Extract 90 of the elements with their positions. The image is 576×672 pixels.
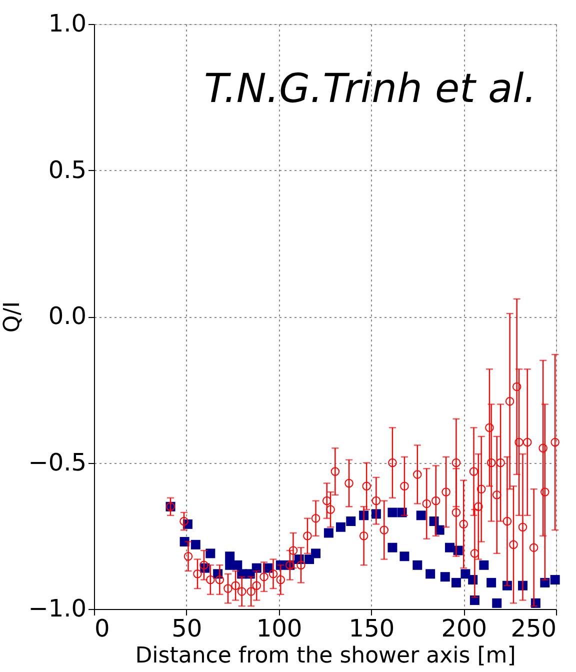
point — [346, 516, 356, 526]
point — [550, 575, 560, 584]
point — [193, 570, 202, 578]
x-tick-label: 200 — [441, 614, 488, 642]
point — [470, 549, 480, 558]
point — [460, 569, 470, 579]
y-tick-label: 0.0 — [48, 302, 86, 330]
point — [492, 490, 502, 500]
point — [215, 575, 224, 584]
point — [469, 467, 478, 476]
point — [184, 552, 193, 561]
point — [479, 560, 489, 570]
point — [362, 482, 371, 491]
point — [322, 496, 332, 506]
point — [486, 458, 496, 468]
point — [206, 575, 215, 584]
point — [550, 438, 560, 447]
point — [442, 488, 450, 496]
point — [311, 514, 320, 523]
point — [326, 505, 335, 514]
point — [509, 540, 518, 550]
y-tick-label: −0.5 — [28, 448, 86, 476]
point — [206, 548, 216, 558]
point — [260, 572, 268, 582]
point — [276, 575, 286, 584]
point — [231, 581, 240, 590]
x-axis-title: Distance from the shower axis [m] — [135, 644, 516, 668]
point — [514, 438, 524, 447]
point — [512, 382, 522, 392]
point — [252, 563, 262, 573]
point — [485, 423, 494, 432]
y-tick-label: 1.0 — [48, 10, 86, 38]
point — [225, 552, 235, 562]
point — [426, 569, 436, 579]
point — [344, 478, 354, 488]
point — [432, 496, 440, 506]
x-tick-label: 50 — [172, 614, 202, 642]
point — [416, 510, 426, 520]
x-tick-label: 0 — [94, 614, 110, 642]
point — [412, 560, 422, 570]
point — [538, 444, 548, 452]
point — [268, 570, 278, 578]
point — [400, 552, 410, 562]
point — [190, 540, 200, 550]
point — [388, 458, 397, 468]
point — [492, 598, 502, 608]
y-axis-title: Q/I — [0, 301, 26, 333]
point — [451, 578, 461, 588]
point — [180, 516, 188, 526]
point — [224, 584, 232, 593]
point — [400, 482, 409, 491]
point — [372, 496, 381, 506]
point — [440, 572, 450, 582]
point — [252, 581, 261, 590]
point — [452, 508, 461, 517]
point — [529, 543, 538, 552]
point — [502, 516, 512, 526]
point — [422, 499, 432, 508]
point — [388, 542, 398, 552]
point — [288, 546, 298, 555]
point — [496, 458, 505, 468]
point — [359, 532, 368, 540]
point — [486, 578, 496, 588]
y-tick-label: 0.5 — [48, 156, 86, 184]
point — [474, 502, 483, 511]
point — [324, 528, 334, 538]
point — [413, 470, 422, 479]
point — [380, 526, 389, 534]
point — [296, 560, 306, 570]
y-tick-label: −1.0 — [28, 594, 86, 622]
point — [444, 542, 454, 552]
point — [330, 467, 340, 476]
x-tick-label: 250 — [510, 614, 556, 642]
point — [518, 522, 528, 532]
x-tick-label: 150 — [348, 614, 395, 642]
point — [303, 532, 312, 540]
point — [311, 548, 321, 558]
point — [476, 484, 486, 494]
point — [452, 458, 461, 468]
x-tick-label: 100 — [256, 614, 302, 642]
point — [459, 520, 468, 529]
point — [336, 522, 346, 532]
point — [246, 587, 256, 596]
annotation: T.N.G.Trinh et al. — [204, 66, 536, 112]
point — [505, 396, 514, 406]
point — [522, 438, 532, 447]
point — [388, 508, 398, 518]
point — [232, 560, 242, 570]
point — [540, 488, 550, 496]
point — [237, 587, 246, 596]
